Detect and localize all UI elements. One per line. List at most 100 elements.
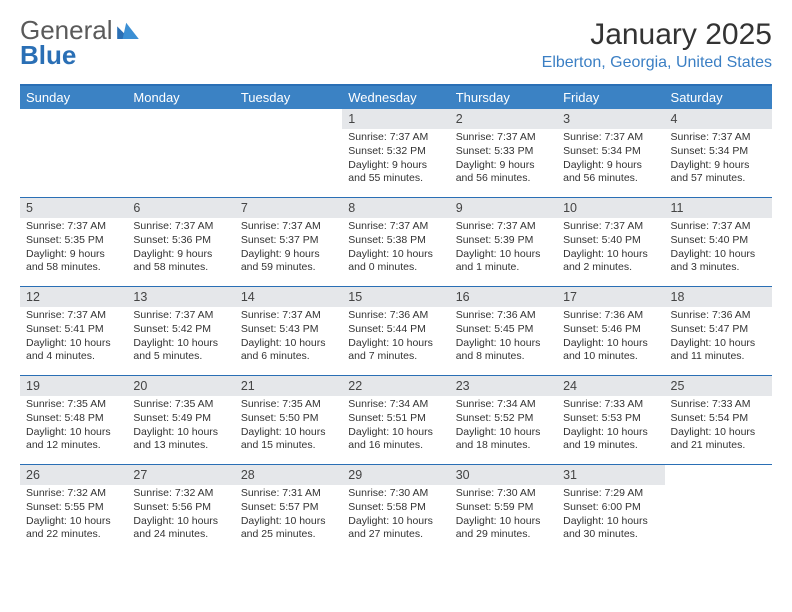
daylight-text: Daylight: 9 hours bbox=[456, 159, 551, 173]
daylight-text-2: and 56 minutes. bbox=[456, 172, 551, 186]
daylight-text-2: and 29 minutes. bbox=[456, 528, 551, 542]
sunrise-text: Sunrise: 7:35 AM bbox=[241, 398, 336, 412]
day-number: 1 bbox=[342, 109, 449, 129]
day-details: Sunrise: 7:37 AMSunset: 5:38 PMDaylight:… bbox=[346, 220, 445, 275]
sunrise-text: Sunrise: 7:34 AM bbox=[348, 398, 443, 412]
calendar-day-cell: 25Sunrise: 7:33 AMSunset: 5:54 PMDayligh… bbox=[665, 376, 772, 464]
calendar-day-cell: 23Sunrise: 7:34 AMSunset: 5:52 PMDayligh… bbox=[450, 376, 557, 464]
sunrise-text: Sunrise: 7:36 AM bbox=[348, 309, 443, 323]
weekday-header: Saturday bbox=[665, 86, 772, 109]
daylight-text: Daylight: 10 hours bbox=[456, 426, 551, 440]
day-number bbox=[127, 109, 234, 129]
daylight-text: Daylight: 10 hours bbox=[348, 248, 443, 262]
daylight-text-2: and 10 minutes. bbox=[563, 350, 658, 364]
daylight-text: Daylight: 10 hours bbox=[241, 337, 336, 351]
daylight-text: Daylight: 10 hours bbox=[133, 337, 228, 351]
weekday-header: Friday bbox=[557, 86, 664, 109]
calendar: Sunday Monday Tuesday Wednesday Thursday… bbox=[20, 84, 772, 553]
calendar-day-cell: 6Sunrise: 7:37 AMSunset: 5:36 PMDaylight… bbox=[127, 198, 234, 286]
daylight-text: Daylight: 9 hours bbox=[26, 248, 121, 262]
sunset-text: Sunset: 5:34 PM bbox=[671, 145, 766, 159]
day-number: 20 bbox=[127, 376, 234, 396]
daylight-text: Daylight: 10 hours bbox=[671, 426, 766, 440]
calendar-day-cell bbox=[20, 109, 127, 197]
sunrise-text: Sunrise: 7:30 AM bbox=[348, 487, 443, 501]
sunrise-text: Sunrise: 7:31 AM bbox=[241, 487, 336, 501]
sunset-text: Sunset: 5:51 PM bbox=[348, 412, 443, 426]
day-details: Sunrise: 7:34 AMSunset: 5:51 PMDaylight:… bbox=[346, 398, 445, 453]
calendar-day-cell: 16 Sunrise: 7:36 AMSunset: 5:45 PMDayligh… bbox=[450, 287, 557, 375]
calendar-day-cell: 28Sunrise: 7:31 AMSunset: 5:57 PMDayligh… bbox=[235, 465, 342, 553]
sunrise-text: Sunrise: 7:37 AM bbox=[26, 220, 121, 234]
daylight-text: Daylight: 10 hours bbox=[241, 515, 336, 529]
day-number: 26 bbox=[20, 465, 127, 485]
daylight-text: Daylight: 10 hours bbox=[348, 337, 443, 351]
day-details: Sunrise: 7:37 AMSunset: 5:34 PMDaylight:… bbox=[669, 131, 768, 186]
calendar-day-cell: 29Sunrise: 7:30 AMSunset: 5:58 PMDayligh… bbox=[342, 465, 449, 553]
day-details: Sunrise: 7:35 AMSunset: 5:48 PMDaylight:… bbox=[24, 398, 123, 453]
day-number: 6 bbox=[127, 198, 234, 218]
day-details: Sunrise: 7:37 AMSunset: 5:37 PMDaylight:… bbox=[239, 220, 338, 275]
day-details: Sunrise: 7:35 AMSunset: 5:49 PMDaylight:… bbox=[131, 398, 230, 453]
sunrise-text: Sunrise: 7:33 AM bbox=[671, 398, 766, 412]
day-number: 16 bbox=[450, 287, 557, 307]
day-number: 25 bbox=[665, 376, 772, 396]
sunrise-text: Sunrise: 7:37 AM bbox=[241, 220, 336, 234]
sunset-text: Sunset: 5:45 PM bbox=[456, 323, 551, 337]
day-number: 30 bbox=[450, 465, 557, 485]
daylight-text: Daylight: 10 hours bbox=[456, 248, 551, 262]
calendar-week-row: 19Sunrise: 7:35 AMSunset: 5:48 PMDayligh… bbox=[20, 375, 772, 464]
day-number: 19 bbox=[20, 376, 127, 396]
sunrise-text: Sunrise: 7:36 AM bbox=[671, 309, 766, 323]
sunset-text: Sunset: 5:42 PM bbox=[133, 323, 228, 337]
month-title: January 2025 bbox=[542, 18, 772, 52]
sunrise-text: Sunrise: 7:37 AM bbox=[348, 220, 443, 234]
day-details: Sunrise: 7:35 AMSunset: 5:50 PMDaylight:… bbox=[239, 398, 338, 453]
daylight-text: Daylight: 9 hours bbox=[563, 159, 658, 173]
day-number: 5 bbox=[20, 198, 127, 218]
day-details: Sunrise: 7:30 AMSunset: 5:58 PMDaylight:… bbox=[346, 487, 445, 542]
sunset-text: Sunset: 5:40 PM bbox=[563, 234, 658, 248]
daylight-text: Daylight: 10 hours bbox=[348, 515, 443, 529]
day-details: Sunrise: 7:32 AMSunset: 5:55 PMDaylight:… bbox=[24, 487, 123, 542]
daylight-text-2: and 59 minutes. bbox=[241, 261, 336, 275]
day-number: 24 bbox=[557, 376, 664, 396]
sunrise-text: Sunrise: 7:35 AM bbox=[26, 398, 121, 412]
daylight-text: Daylight: 10 hours bbox=[456, 337, 551, 351]
calendar-week-row: 5Sunrise: 7:37 AMSunset: 5:35 PMDaylight… bbox=[20, 197, 772, 286]
daylight-text-2: and 1 minute. bbox=[456, 261, 551, 275]
sunrise-text: Sunrise: 7:33 AM bbox=[563, 398, 658, 412]
day-details: Sunrise: 7:37 AMSunset: 5:43 PMDaylight:… bbox=[239, 309, 338, 364]
daylight-text-2: and 6 minutes. bbox=[241, 350, 336, 364]
sunset-text: Sunset: 5:39 PM bbox=[456, 234, 551, 248]
day-number: 21 bbox=[235, 376, 342, 396]
daylight-text: Daylight: 10 hours bbox=[133, 426, 228, 440]
sunset-text: Sunset: 5:41 PM bbox=[26, 323, 121, 337]
day-number: 28 bbox=[235, 465, 342, 485]
daylight-text: Daylight: 10 hours bbox=[348, 426, 443, 440]
weekday-header-row: Sunday Monday Tuesday Wednesday Thursday… bbox=[20, 86, 772, 109]
sunset-text: Sunset: 5:34 PM bbox=[563, 145, 658, 159]
sunrise-text: Sunrise: 7:37 AM bbox=[456, 131, 551, 145]
sunset-text: Sunset: 5:58 PM bbox=[348, 501, 443, 515]
sunrise-text: Sunrise: 7:32 AM bbox=[26, 487, 121, 501]
daylight-text: Daylight: 10 hours bbox=[563, 337, 658, 351]
location-text: Elberton, Georgia, United States bbox=[542, 54, 772, 72]
sunset-text: Sunset: 5:43 PM bbox=[241, 323, 336, 337]
daylight-text: Daylight: 10 hours bbox=[26, 426, 121, 440]
page-header: GeneralBlue January 2025 Elberton, Georg… bbox=[0, 0, 792, 76]
calendar-day-cell: 7Sunrise: 7:37 AMSunset: 5:37 PMDaylight… bbox=[235, 198, 342, 286]
sunrise-text: Sunrise: 7:37 AM bbox=[563, 220, 658, 234]
day-details: Sunrise: 7:31 AMSunset: 5:57 PMDaylight:… bbox=[239, 487, 338, 542]
sunrise-text: Sunrise: 7:35 AM bbox=[133, 398, 228, 412]
day-number: 22 bbox=[342, 376, 449, 396]
daylight-text: Daylight: 10 hours bbox=[26, 337, 121, 351]
sunrise-text: Sunrise: 7:32 AM bbox=[133, 487, 228, 501]
calendar-day-cell bbox=[127, 109, 234, 197]
sunset-text: Sunset: 5:55 PM bbox=[26, 501, 121, 515]
daylight-text-2: and 11 minutes. bbox=[671, 350, 766, 364]
calendar-day-cell: 5Sunrise: 7:37 AMSunset: 5:35 PMDaylight… bbox=[20, 198, 127, 286]
daylight-text-2: and 0 minutes. bbox=[348, 261, 443, 275]
sunrise-text: Sunrise: 7:36 AM bbox=[456, 309, 551, 323]
daylight-text-2: and 3 minutes. bbox=[671, 261, 766, 275]
